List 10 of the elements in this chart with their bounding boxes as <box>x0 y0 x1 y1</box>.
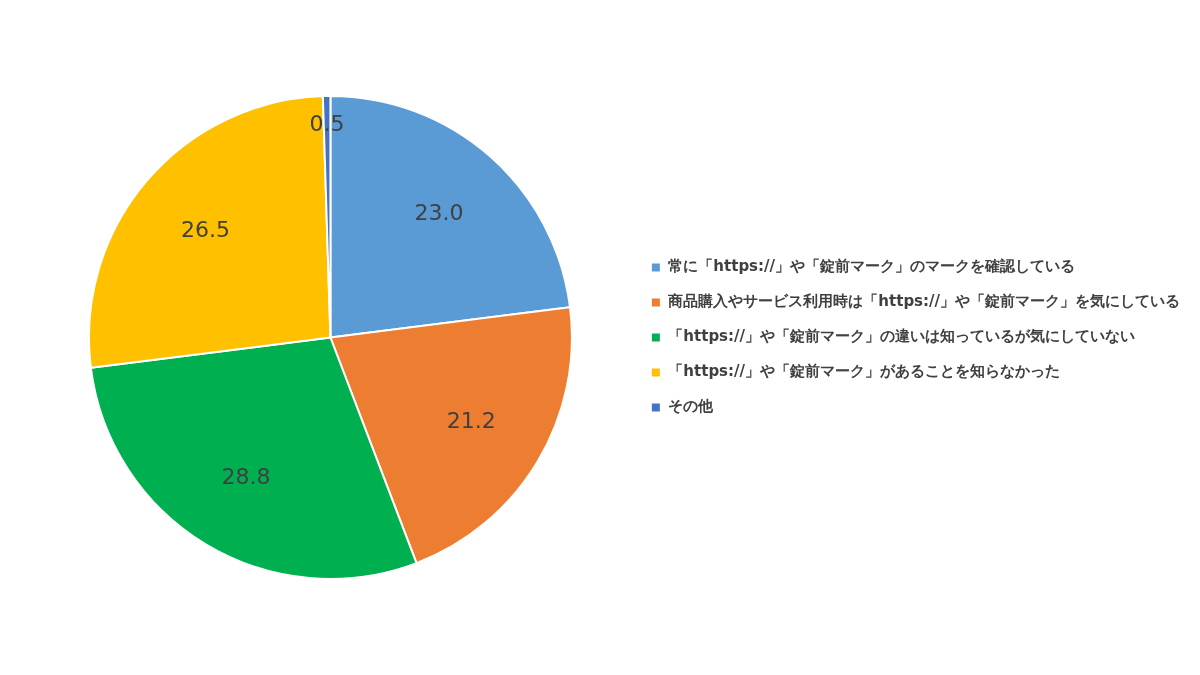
data-label: 23.0 <box>414 200 464 226</box>
data-label: 28.8 <box>221 464 271 490</box>
legend-label: 「https://」や「錠前マーク」の違いは知っているが気にしていない <box>668 327 1135 346</box>
legend-label: 常に「https://」や「錠前マーク」のマークを確認している <box>668 257 1075 276</box>
legend-label: その他 <box>668 397 715 416</box>
legend-label: 商品購入やサービス利用時は「https://」や「錠前マーク」を気にしている <box>667 292 1180 311</box>
data-label: 21.2 <box>446 407 496 433</box>
legend-label: 「https://」や「錠前マーク」があることを知らなかった <box>668 362 1060 381</box>
data-label: 0.5 <box>309 110 345 136</box>
data-label: 26.5 <box>181 216 231 242</box>
